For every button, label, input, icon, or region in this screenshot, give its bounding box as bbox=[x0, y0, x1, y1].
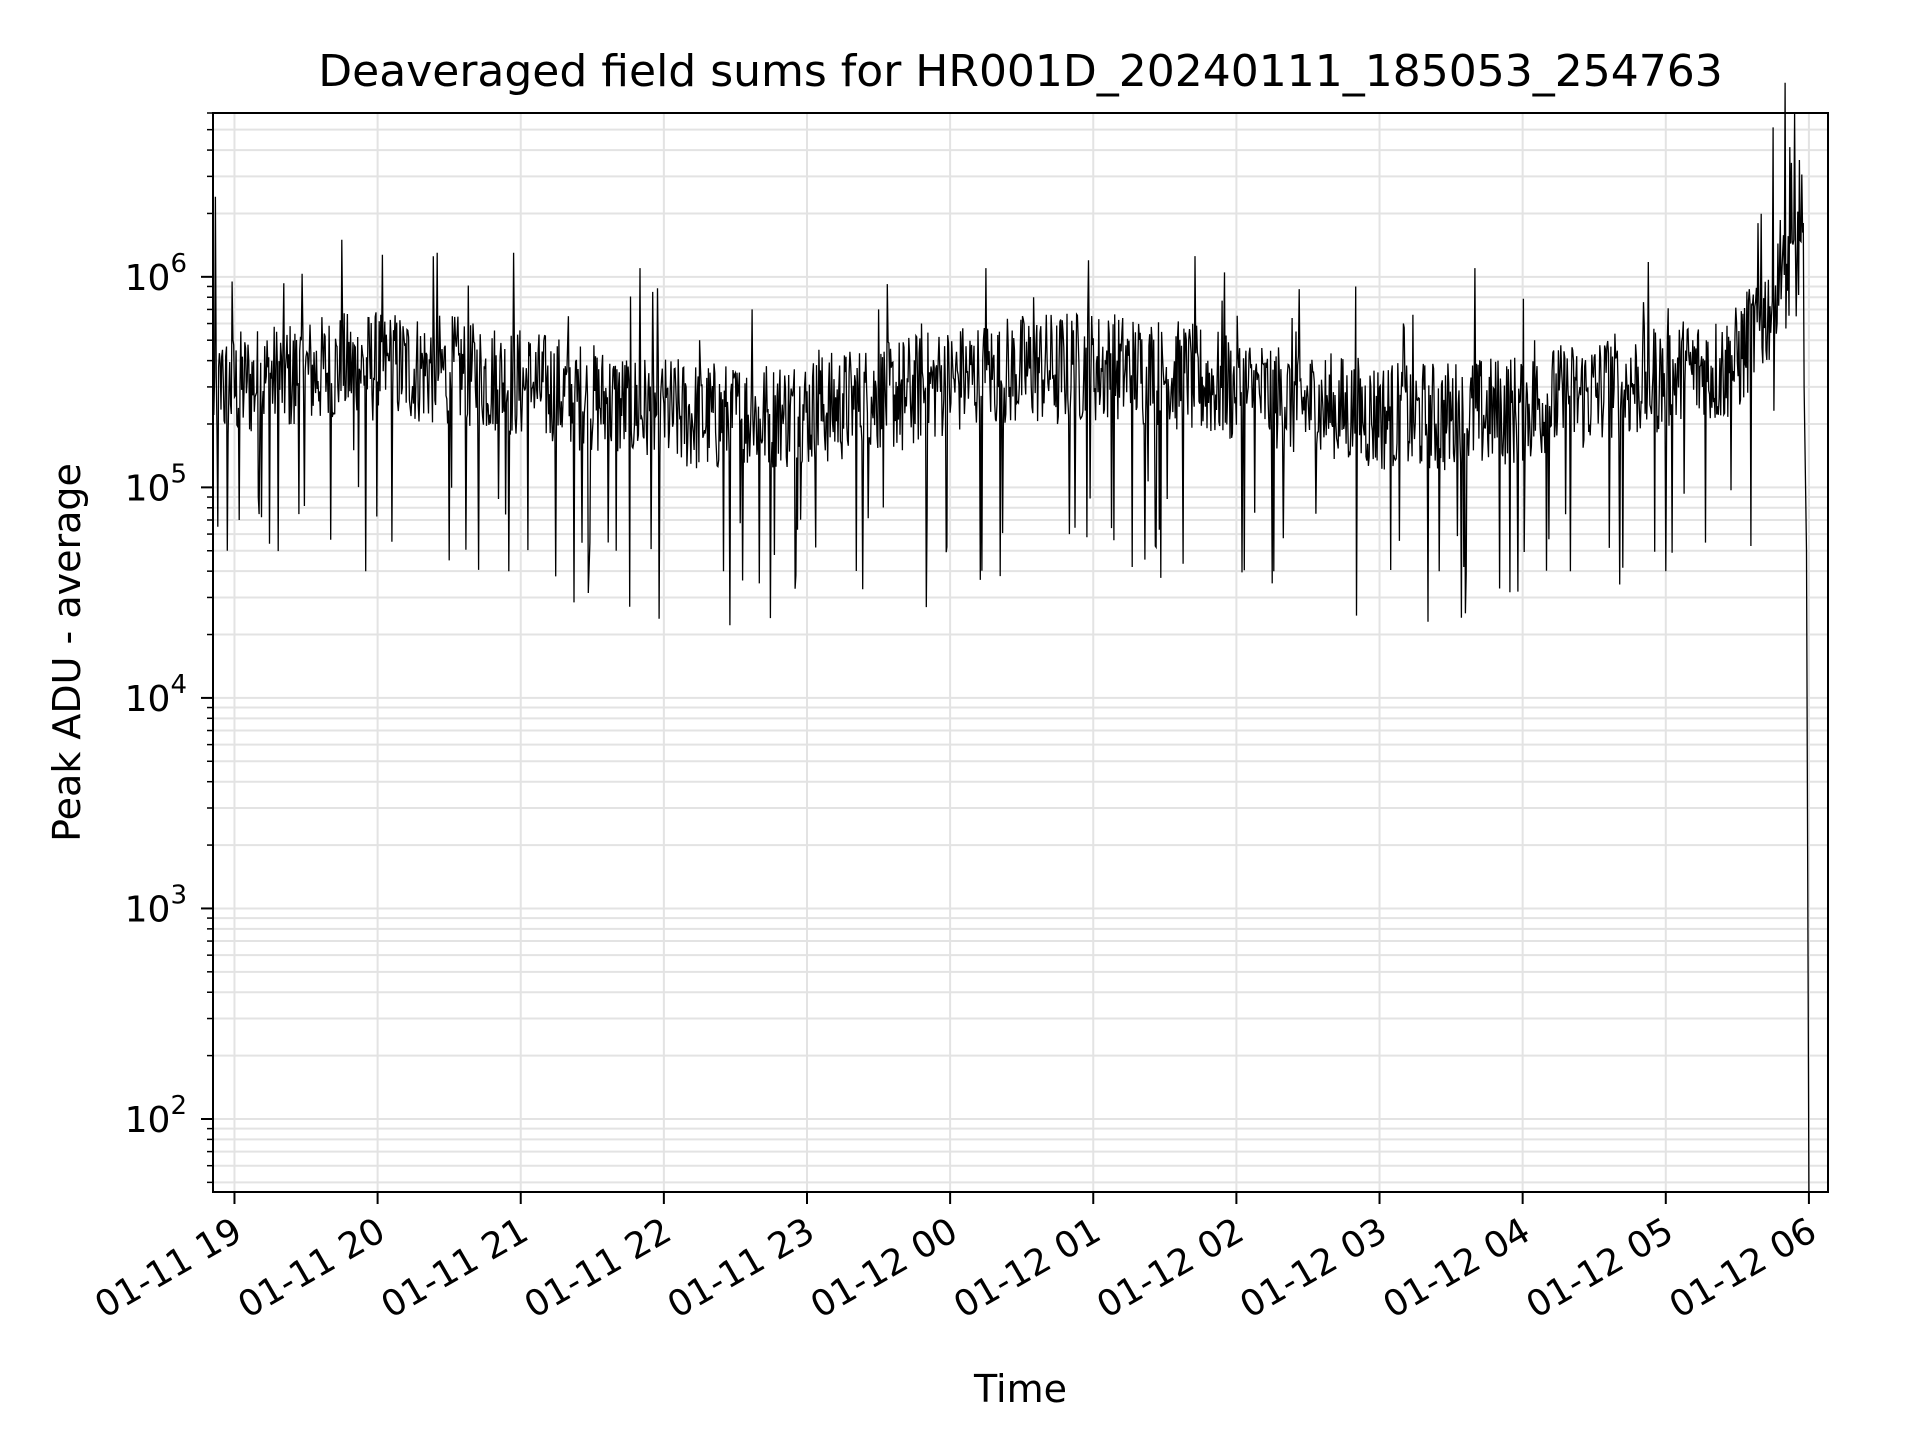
y-tick-label: 106 bbox=[125, 249, 187, 299]
y-tick-label: 102 bbox=[125, 1091, 187, 1141]
plot-frame bbox=[212, 112, 1829, 1193]
x-axis-label: Time bbox=[973, 1367, 1067, 1411]
y-tick-label: 104 bbox=[125, 670, 187, 720]
y-axis-label: Peak ADU - average bbox=[45, 463, 89, 842]
series-group bbox=[212, 82, 1810, 1193]
y-tick-label: 103 bbox=[125, 880, 187, 930]
series-line bbox=[212, 82, 1810, 1193]
y-tick-label: 105 bbox=[125, 459, 187, 509]
chart-title: Deaveraged field sums for HR001D_2024011… bbox=[318, 46, 1722, 97]
